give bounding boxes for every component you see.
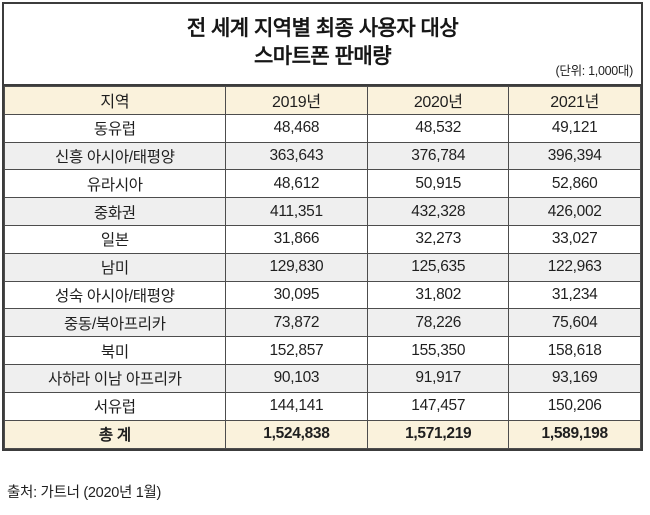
region-cell: 북미 [4,336,226,365]
region-cell: 남미 [4,252,226,282]
col-header-2020: 2020년 [367,86,510,115]
value-cell-2020: 78,226 [367,308,510,338]
value-cell-2020: 432,328 [367,197,510,226]
source-note: 출처: 가트너 (2020년 1월) [7,485,162,501]
col-header-2021: 2021년 [508,86,641,115]
value-cell-2019: 144,141 [224,391,369,421]
value-cell-2021: 426,002 [508,197,641,226]
region-cell: 중화권 [4,197,226,226]
value-cell-2019: 31,866 [224,224,369,254]
region-cell: 서유럽 [4,391,226,421]
value-cell-2021: 49,121 [508,113,641,143]
total-row: 총 계 1,524,838 1,571,219 1,589,198 [4,419,641,450]
value-cell-2021: 396,394 [508,141,641,171]
region-cell: 성숙 아시아/태평양 [4,280,226,310]
value-cell-2019: 48,612 [224,169,369,199]
table-row-western-europe: 서유럽 144,141 147,457 150,206 [4,391,641,421]
value-cell-2019: 73,872 [224,308,369,338]
value-cell-2019: 129,830 [224,252,369,282]
value-cell-2019: 152,857 [224,336,369,365]
title-line-2: 스마트폰 판매량 [253,44,392,68]
value-cell-2021: 150,206 [508,391,641,421]
value-cell-2019: 30,095 [224,280,369,310]
total-value-2019: 1,524,838 [224,419,369,450]
value-cell-2020: 48,532 [367,113,510,143]
value-cell-2021: 52,860 [508,169,641,199]
region-cell: 중동/북아프리카 [4,308,226,338]
value-cell-2020: 125,635 [367,252,510,282]
title-line-1: 전 세계 지역별 최종 사용자 대상 [186,17,459,40]
value-cell-2021: 33,027 [508,224,641,254]
value-cell-2021: 122,963 [508,252,641,282]
region-cell: 유라시아 [4,169,226,199]
table-row-japan: 일본 31,866 32,273 33,027 [4,224,641,254]
value-cell-2020: 50,915 [367,169,510,199]
table-row-latin-america: 남미 129,830 125,635 122,963 [4,252,641,282]
value-cell-2021: 31,234 [508,280,641,310]
value-cell-2019: 48,468 [224,113,369,143]
table-row-north-america: 북미 152,857 155,350 158,618 [4,336,641,365]
col-header-2019: 2019년 [224,86,369,115]
value-cell-2019: 411,351 [224,197,369,226]
value-cell-2020: 91,917 [367,363,510,393]
table-frame: 전 세계 지역별 최종 사용자 대상 스마트폰 판매량 (단위: 1,000대)… [2,2,643,452]
table-row-eurasia: 유라시아 48,612 50,915 52,860 [4,169,641,199]
value-cell-2021: 158,618 [508,336,641,365]
table-row-emerging-asia-pacific: 신흥 아시아/태평양 363,643 376,784 396,394 [4,141,641,171]
region-cell: 동유럽 [4,113,226,143]
region-cell: 일본 [4,224,226,254]
table-row-mature-asia-pacific: 성숙 아시아/태평양 30,095 31,802 31,234 [4,280,641,310]
header-row: 지역 2019년 2020년 2021년 [4,86,641,115]
value-cell-2020: 31,802 [367,280,510,310]
value-cell-2020: 155,350 [367,336,510,365]
total-label-cell: 총 계 [4,419,226,450]
total-value-2020: 1,571,219 [367,419,510,450]
value-cell-2019: 363,643 [224,141,369,171]
value-cell-2019: 90,103 [224,363,369,393]
value-cell-2020: 376,784 [367,141,510,171]
table-row-eastern-europe: 동유럽 48,468 48,532 49,121 [4,113,641,143]
col-header-region: 지역 [4,86,226,115]
total-value-2021: 1,589,198 [508,419,641,450]
title-block: 전 세계 지역별 최종 사용자 대상 스마트폰 판매량 (단위: 1,000대) [4,4,641,86]
region-cell: 사하라 이남 아프리카 [4,363,226,393]
region-cell: 신흥 아시아/태평양 [4,141,226,171]
table-row-greater-china: 중화권 411,351 432,328 426,002 [4,197,641,226]
value-cell-2021: 75,604 [508,308,641,338]
sales-table: 지역 2019년 2020년 2021년 동유럽 48,468 48,532 4… [4,86,641,450]
table-row-sub-saharan-africa: 사하라 이남 아프리카 90,103 91,917 93,169 [4,363,641,393]
chart-title: 전 세계 지역별 최종 사용자 대상 스마트폰 판매량 [4,4,641,70]
value-cell-2020: 32,273 [367,224,510,254]
unit-note: (단위: 1,000대) [555,64,634,78]
value-cell-2021: 93,169 [508,363,641,393]
table-row-mena: 중동/북아프리카 73,872 78,226 75,604 [4,308,641,338]
value-cell-2020: 147,457 [367,391,510,421]
